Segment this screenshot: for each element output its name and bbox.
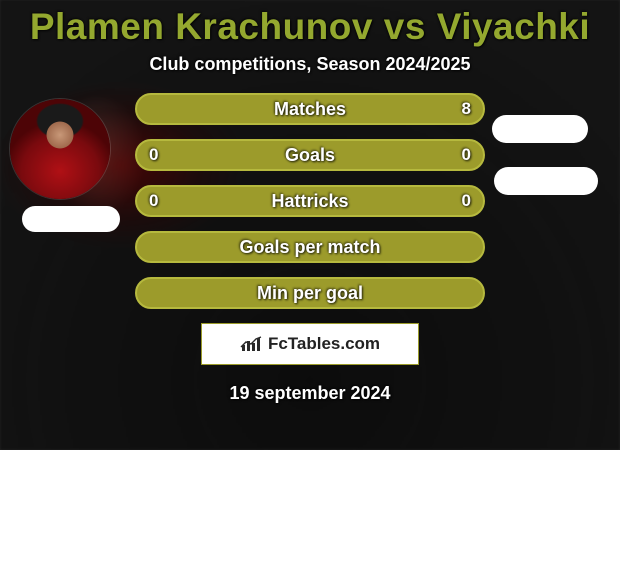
logo-text: FcTables.com <box>268 334 380 354</box>
title-player1: Plamen Krachunov <box>30 6 373 47</box>
title-player2: Viyachki <box>437 6 590 47</box>
stat-label: Min per goal <box>257 283 363 304</box>
date-line: 19 september 2024 <box>0 383 620 404</box>
logo-box: FcTables.com <box>201 323 419 365</box>
content-wrapper: Plamen Krachunov vs Viyachki Club compet… <box>0 0 620 404</box>
stat-label: Goals per match <box>239 237 380 258</box>
avatar-player1 <box>10 99 110 199</box>
stat-left-value: 0 <box>149 145 158 165</box>
stat-row: Min per goal <box>135 277 485 309</box>
stat-row: Goals per match <box>135 231 485 263</box>
title-separator: vs <box>384 6 426 47</box>
stat-row: 0 Hattricks 0 <box>135 185 485 217</box>
stat-row: 0 Goals 0 <box>135 139 485 171</box>
stat-right-value: 0 <box>462 145 471 165</box>
stat-label: Hattricks <box>271 191 348 212</box>
page-title: Plamen Krachunov vs Viyachki <box>0 6 620 48</box>
stat-right-value: 8 <box>462 99 471 119</box>
placeholder-pill-right-1 <box>492 115 588 143</box>
main-area: Matches 8 0 Goals 0 0 Hattricks 0 Goals … <box>0 93 620 404</box>
stat-left-value: 0 <box>149 191 158 211</box>
below-white-area <box>0 450 620 580</box>
stat-rows: Matches 8 0 Goals 0 0 Hattricks 0 Goals … <box>135 93 485 309</box>
stat-label: Goals <box>285 145 335 166</box>
stat-right-value: 0 <box>462 191 471 211</box>
subtitle: Club competitions, Season 2024/2025 <box>0 54 620 75</box>
stat-label: Matches <box>274 99 346 120</box>
stat-row: Matches 8 <box>135 93 485 125</box>
avatar-player1-image <box>10 99 110 199</box>
bar-chart-icon <box>240 335 262 353</box>
placeholder-pill-left-1 <box>22 206 120 232</box>
placeholder-pill-right-2 <box>494 167 598 195</box>
